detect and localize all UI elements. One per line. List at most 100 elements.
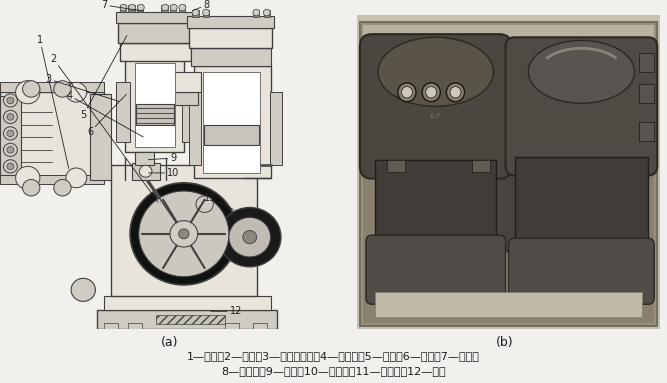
Bar	[104, 296, 271, 309]
Bar	[375, 160, 496, 248]
Bar	[270, 92, 282, 165]
Bar	[639, 122, 654, 141]
Circle shape	[139, 165, 152, 177]
Bar	[515, 157, 648, 251]
Bar	[203, 10, 209, 17]
Circle shape	[23, 81, 40, 97]
Text: 8: 8	[193, 0, 209, 10]
Circle shape	[7, 114, 14, 120]
Ellipse shape	[387, 292, 630, 317]
Circle shape	[170, 221, 197, 247]
FancyBboxPatch shape	[509, 238, 654, 304]
Bar	[472, 160, 490, 172]
Circle shape	[219, 208, 281, 267]
Bar	[187, 16, 274, 28]
Ellipse shape	[528, 41, 634, 103]
Bar	[253, 10, 259, 17]
Text: 11: 11	[203, 193, 233, 210]
Bar	[137, 5, 143, 12]
Circle shape	[253, 9, 259, 16]
Bar	[90, 94, 111, 180]
Circle shape	[398, 83, 416, 102]
Text: 9: 9	[149, 153, 177, 163]
Bar	[639, 53, 654, 72]
Circle shape	[3, 160, 17, 173]
Bar	[263, 10, 270, 17]
Circle shape	[426, 87, 437, 98]
Text: 7: 7	[101, 0, 143, 11]
Circle shape	[137, 4, 144, 11]
Bar	[156, 92, 197, 105]
Bar	[203, 125, 259, 145]
Bar	[135, 152, 154, 165]
Ellipse shape	[378, 37, 494, 106]
Bar	[144, 117, 148, 163]
Circle shape	[15, 81, 40, 104]
Bar	[253, 323, 267, 329]
Bar	[135, 62, 175, 147]
Circle shape	[450, 87, 461, 98]
Bar	[375, 292, 642, 317]
Bar	[179, 5, 185, 12]
Bar	[119, 43, 191, 61]
Circle shape	[139, 191, 229, 277]
Circle shape	[129, 4, 135, 11]
FancyBboxPatch shape	[506, 37, 657, 175]
Bar	[363, 166, 654, 323]
Bar	[194, 66, 271, 178]
Circle shape	[7, 147, 14, 153]
Bar	[153, 72, 201, 92]
Circle shape	[7, 97, 14, 104]
Circle shape	[54, 81, 71, 97]
Circle shape	[179, 4, 186, 11]
Bar	[0, 92, 104, 178]
Circle shape	[192, 9, 199, 16]
Text: 12: 12	[211, 306, 242, 316]
Circle shape	[203, 9, 209, 16]
Circle shape	[229, 218, 271, 257]
Text: 1—连杆；2—曲轴；3—中间冷却器；4—活塞杆；5—气阀；6—气缸；7—活塞；: 1—连杆；2—曲轴；3—中间冷却器；4—活塞杆；5—气阀；6—气缸；7—活塞；	[187, 351, 480, 361]
Text: 6: 6	[87, 94, 127, 137]
Bar	[203, 72, 260, 173]
Circle shape	[23, 180, 40, 196]
Bar	[490, 47, 521, 251]
Circle shape	[422, 83, 440, 102]
Bar	[132, 163, 159, 180]
Bar	[111, 165, 257, 296]
Circle shape	[243, 231, 257, 244]
Circle shape	[130, 183, 237, 285]
Bar	[170, 5, 176, 12]
Text: 3: 3	[45, 74, 119, 101]
Text: (b): (b)	[496, 336, 514, 349]
Circle shape	[196, 196, 213, 213]
Text: 5: 5	[80, 35, 127, 120]
Bar	[125, 59, 184, 152]
Circle shape	[7, 163, 14, 170]
Bar	[0, 95, 21, 175]
Circle shape	[446, 83, 465, 102]
Bar	[156, 314, 225, 324]
Circle shape	[402, 87, 412, 98]
Text: B.Р.: B.Р.	[429, 113, 442, 119]
Bar	[387, 160, 406, 172]
Bar	[189, 28, 272, 48]
Bar	[0, 82, 104, 92]
Bar	[191, 48, 271, 66]
Circle shape	[66, 82, 87, 102]
FancyBboxPatch shape	[366, 235, 506, 304]
Circle shape	[66, 168, 87, 188]
Text: (a): (a)	[161, 336, 179, 349]
Bar	[639, 84, 654, 103]
Bar	[189, 92, 201, 165]
Bar	[128, 323, 142, 329]
Circle shape	[120, 4, 127, 11]
Bar	[363, 25, 654, 172]
Text: 4: 4	[66, 90, 143, 137]
Circle shape	[179, 229, 189, 239]
Bar	[118, 23, 193, 43]
Bar	[225, 323, 239, 329]
Bar	[136, 104, 175, 125]
Bar	[104, 323, 118, 329]
Bar	[128, 5, 135, 12]
Circle shape	[54, 180, 71, 196]
